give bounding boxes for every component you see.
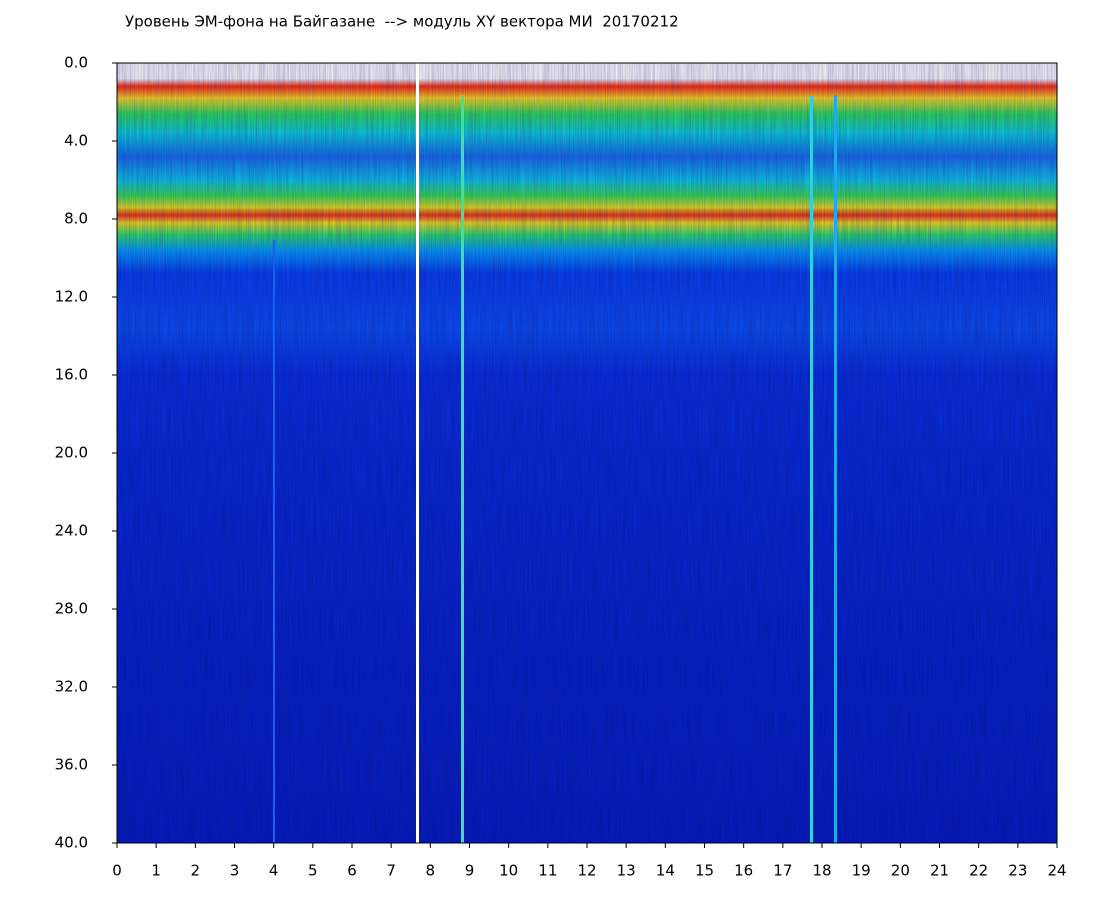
x-tick-label: 0 (112, 862, 122, 880)
x-tick-label: 2 (191, 862, 201, 880)
x-tick-label: 8 (426, 862, 436, 880)
y-tick-label: 40.0 (55, 834, 88, 852)
x-tick-label: 16 (734, 862, 753, 880)
x-tick-label: 13 (617, 862, 636, 880)
x-tick-label: 15 (695, 862, 714, 880)
trace-line (273, 240, 275, 843)
spectrogram (117, 63, 1057, 843)
y-tick-label: 24.0 (55, 522, 88, 540)
x-tick-label: 1 (151, 862, 161, 880)
trace-line (810, 95, 813, 843)
y-tick-label: 8.0 (64, 210, 88, 228)
x-tick-label: 24 (1047, 862, 1066, 880)
x-tick-label: 11 (538, 862, 557, 880)
y-tick-label: 36.0 (55, 756, 88, 774)
y-tick-label: 32.0 (55, 678, 88, 696)
x-tick-label: 20 (891, 862, 910, 880)
x-tick-label: 4 (269, 862, 279, 880)
trace-line (834, 95, 837, 843)
y-tick-label: 20.0 (55, 444, 88, 462)
x-tick-label: 18 (812, 862, 831, 880)
x-tick-label: 21 (930, 862, 949, 880)
x-tick-label: 10 (499, 862, 518, 880)
chart-title: Уровень ЭМ-фона на Байгазане --> модуль … (125, 13, 679, 31)
y-tick-label: 16.0 (55, 366, 88, 384)
heatmap-texture (117, 63, 1057, 843)
y-tick-label: 4.0 (64, 132, 88, 150)
x-tick-label: 14 (656, 862, 675, 880)
x-tick-label: 22 (969, 862, 988, 880)
x-tick-label: 3 (230, 862, 240, 880)
y-tick-label: 0.0 (64, 54, 88, 72)
y-tick-label: 28.0 (55, 600, 88, 618)
x-tick-label: 19 (852, 862, 871, 880)
x-tick-label: 23 (1008, 862, 1027, 880)
gap-line (416, 63, 419, 843)
trace-line (461, 95, 464, 843)
x-tick-label: 12 (577, 862, 596, 880)
y-tick-label: 12.0 (55, 288, 88, 306)
x-tick-label: 5 (308, 862, 318, 880)
x-tick-label: 6 (347, 862, 357, 880)
x-tick-label: 7 (386, 862, 396, 880)
x-tick-label: 17 (773, 862, 792, 880)
x-tick-label: 9 (465, 862, 475, 880)
